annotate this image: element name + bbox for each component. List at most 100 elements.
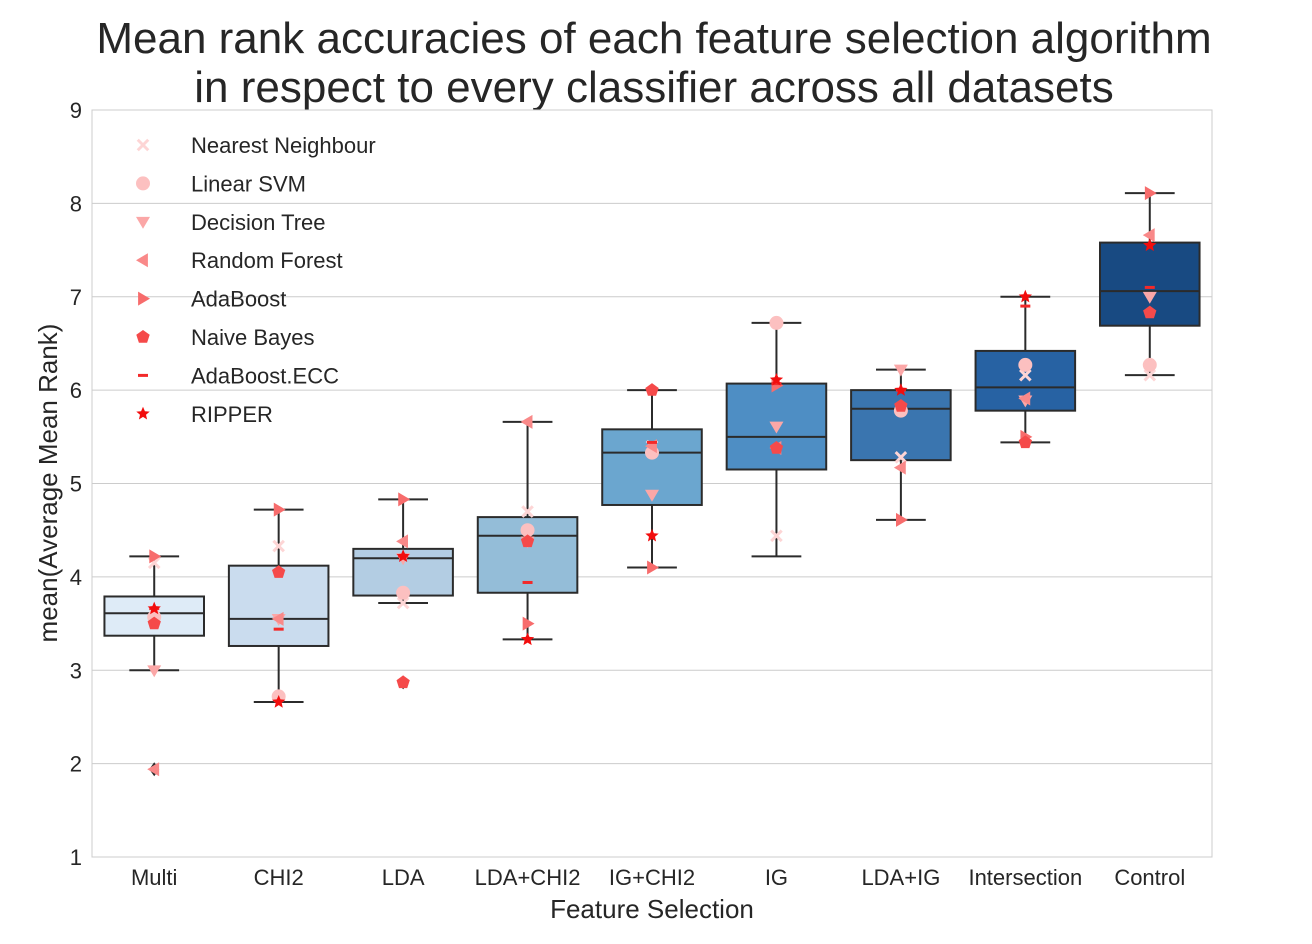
data-point	[1142, 228, 1155, 243]
data-point	[1143, 238, 1157, 252]
legend-item: Decision Tree	[136, 210, 326, 235]
y-axis-label: mean(Average Mean Rank)	[33, 324, 63, 643]
legend-label: Random Forest	[191, 248, 343, 273]
data-point	[895, 512, 908, 527]
series-adaboost	[149, 186, 1157, 631]
legend-item: Naive Bayes	[136, 325, 315, 350]
x-tick-label: CHI2	[254, 865, 304, 890]
legend-label: AdaBoost	[191, 287, 286, 312]
data-point	[1142, 357, 1157, 372]
y-tick-label: 4	[70, 565, 82, 590]
data-point	[1018, 289, 1032, 303]
data-point	[769, 372, 784, 386]
x-tick-label: LDA+IG	[861, 865, 940, 890]
legend-item: Linear SVM	[136, 171, 306, 196]
data-point	[147, 601, 161, 615]
legend-label: AdaBoost.ECC	[191, 363, 339, 388]
legend-label: RIPPER	[191, 402, 273, 427]
data-point	[894, 399, 908, 412]
legend-label: Naive Bayes	[191, 325, 315, 350]
data-point	[521, 505, 534, 518]
marker-x-stroke	[1143, 368, 1157, 382]
y-tick-label: 5	[70, 472, 82, 497]
series-ripper	[147, 238, 1157, 708]
legend-marker	[138, 291, 150, 306]
legend-marker	[136, 216, 150, 229]
data-point	[647, 560, 659, 575]
data-point	[893, 364, 908, 377]
x-axis-ticks: Multi CHI2 LDA LDA+CHI2 IG+CHI2 IG LDA+IG Inter…	[131, 865, 1185, 890]
marker-x-stroke	[770, 529, 783, 543]
data-point	[769, 315, 784, 330]
data-point	[645, 528, 659, 542]
data-point	[396, 549, 410, 562]
marker-x-stroke	[396, 596, 410, 610]
x-tick-label: LDA	[382, 865, 425, 890]
marker-x-stroke	[147, 556, 161, 570]
data-point	[1143, 368, 1157, 382]
chart-title-line-2: in respect to every classifier across al…	[194, 63, 1114, 112]
data-point	[894, 451, 908, 464]
legend-item: RIPPER	[136, 402, 273, 427]
data-point	[645, 383, 659, 396]
legend-item: Nearest Neighbour	[136, 133, 376, 158]
marker-x-stroke	[1019, 368, 1032, 382]
x-tick-label: IG+CHI2	[609, 865, 695, 890]
series-naive-bayes	[147, 305, 1157, 689]
data-point	[149, 549, 162, 564]
legend-label: Decision Tree	[191, 210, 326, 235]
data-point	[1018, 357, 1033, 372]
data-point	[1143, 305, 1157, 319]
legend-marker	[136, 138, 150, 152]
data-point	[769, 441, 784, 454]
data-point	[396, 596, 410, 610]
legend-marker	[136, 253, 148, 268]
data-point	[645, 489, 659, 502]
legend-label: Nearest Neighbour	[191, 133, 376, 158]
y-tick-label: 1	[70, 845, 82, 870]
data-point	[770, 529, 783, 543]
marker-x-stroke	[521, 505, 534, 518]
data-point	[271, 611, 284, 626]
x-tick-label: Multi	[131, 865, 177, 890]
x-tick-label: Control	[1114, 865, 1185, 890]
y-tick-label: 6	[70, 378, 82, 403]
data-point	[1018, 391, 1031, 406]
x-tick-label: LDA+CHI2	[475, 865, 581, 890]
data-point	[273, 502, 286, 517]
legend-item: Random Forest	[136, 248, 343, 273]
data-point	[147, 665, 162, 678]
legend-marker	[136, 330, 150, 343]
y-tick-label: 8	[70, 191, 82, 216]
y-tick-label: 3	[70, 658, 82, 683]
marker-x-stroke	[136, 138, 150, 152]
data-point	[520, 523, 535, 538]
data-point	[893, 460, 906, 475]
data-point	[272, 539, 285, 553]
data-point	[1142, 291, 1157, 304]
data-point	[1019, 368, 1032, 382]
legend-marker	[136, 176, 150, 191]
data-point	[147, 762, 160, 777]
marker-x-stroke	[894, 451, 908, 464]
data-point	[520, 534, 535, 548]
data-point	[522, 616, 535, 631]
data-point	[1018, 435, 1032, 449]
chart-title-line-1: Mean rank accuracies of each feature sel…	[96, 14, 1211, 63]
data-point	[894, 383, 908, 396]
data-point	[520, 632, 535, 646]
data-point	[1144, 186, 1157, 201]
x-tick-label: IG	[765, 865, 788, 890]
data-point	[272, 695, 286, 708]
data-point	[272, 565, 286, 578]
data-point	[396, 675, 410, 689]
y-tick-label: 7	[70, 285, 82, 310]
legend-item: AdaBoost.ECC	[138, 363, 339, 388]
data-point	[398, 492, 411, 507]
y-axis-ticks: 1 2 3 4 5 6 7 8 9	[70, 98, 82, 870]
box-body	[227, 564, 330, 647]
legend: Nearest Neighbour Linear SVM Decision Tree…	[136, 133, 376, 427]
data-point	[147, 616, 161, 630]
legend-marker	[136, 406, 150, 420]
